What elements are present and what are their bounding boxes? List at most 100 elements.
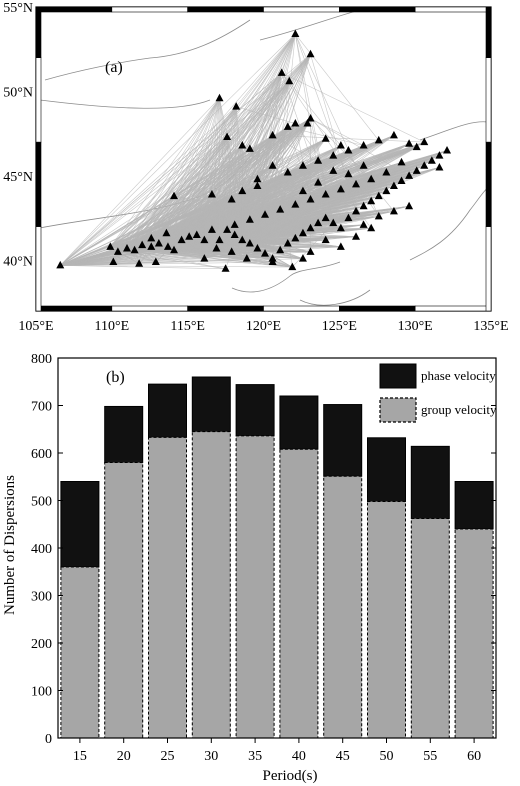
ray-path (231, 199, 251, 244)
ray-path (249, 200, 372, 244)
frame-bar-left (35, 57, 42, 143)
ray-path (60, 33, 296, 266)
ray-path (249, 81, 290, 244)
station-marker (314, 156, 323, 164)
station-marker (359, 201, 368, 210)
x-tick-label: 55 (423, 749, 437, 764)
group-velocity-bar (104, 462, 144, 739)
ray-path (241, 145, 251, 244)
ray-path (219, 98, 228, 230)
x-tick-label: 45 (336, 749, 350, 764)
station-marker (435, 151, 444, 159)
station-marker (389, 130, 398, 139)
frame-bar-top (339, 6, 416, 13)
ray-path (234, 135, 395, 236)
map-x-tick-label: 130°E (398, 319, 433, 334)
station-marker (200, 254, 209, 262)
map-y-tick-label: 40°N (3, 254, 33, 269)
phase-velocity-bar (191, 376, 231, 433)
y-tick-label: 400 (31, 542, 52, 557)
frame-bar-top (35, 6, 113, 13)
x-tick-label: 25 (161, 749, 175, 764)
station-marker (123, 244, 131, 252)
station-marker (367, 196, 376, 205)
ray-path (167, 246, 273, 259)
station-marker (227, 247, 236, 255)
station-marker (147, 242, 156, 250)
ray-path (249, 243, 341, 248)
chart-panel-label: (b) (106, 369, 125, 386)
group-velocity-bar (235, 435, 275, 739)
station-marker (298, 186, 307, 195)
ray-path (249, 189, 342, 244)
ray-path (134, 249, 293, 268)
coastline-4 (299, 289, 371, 306)
station-marker (135, 259, 144, 267)
station-marker (283, 168, 292, 176)
ray-path (117, 136, 228, 253)
ray-path (219, 54, 311, 241)
station-marker (154, 238, 163, 247)
ray-path (249, 165, 425, 244)
ray-path (211, 98, 220, 230)
station-marker (306, 113, 315, 122)
map-frame (35, 6, 492, 312)
ray-path (126, 248, 156, 263)
station-marker (321, 235, 330, 244)
phase-velocity-bar (104, 405, 144, 463)
ray-path (249, 195, 379, 244)
ray-path (196, 194, 213, 236)
legend-swatch-phase (379, 363, 417, 389)
station-marker (443, 146, 452, 154)
ray-path (219, 81, 290, 241)
frame-bar-bottom (414, 305, 492, 312)
station-marker (170, 191, 179, 200)
frame-bar-right (485, 6, 492, 58)
ray-path (60, 251, 118, 266)
station-marker (389, 181, 398, 190)
station-marker (405, 171, 414, 179)
phase-velocity-bar (279, 395, 319, 450)
ray-path (249, 204, 296, 244)
ray-path (249, 236, 357, 244)
frame-bar-bottom (111, 305, 188, 312)
station-marker (200, 235, 209, 244)
station-marker (382, 168, 391, 176)
ray-path (216, 243, 250, 249)
ray-path (249, 179, 372, 244)
group-velocity-bar (410, 518, 450, 739)
ray-path (60, 81, 290, 266)
y-tick-label: 800 (31, 352, 52, 367)
station-marker (221, 264, 230, 272)
ray-path (204, 243, 250, 259)
ray-path (151, 136, 228, 247)
ray-path (196, 234, 205, 259)
station-marker (298, 161, 307, 169)
map-tick-labels: 105°E 110°E 115°E 120°E 125°E 130°E 135°E 40°N 4… (3, 1, 508, 334)
station-marker (352, 179, 361, 188)
ray-path (167, 246, 217, 249)
coastline-7 (259, 9, 361, 41)
station-marker (223, 225, 232, 233)
ray-path (249, 160, 319, 244)
station-marker (185, 232, 194, 240)
ray-path (204, 145, 243, 241)
station-marker (215, 235, 224, 244)
ray-path (211, 194, 235, 236)
frame-bar-bottom (187, 305, 264, 312)
frame-bar-top (187, 6, 264, 13)
legend-swatch-group (379, 397, 417, 423)
station-marker (321, 134, 330, 142)
ray-paths-layer (60, 33, 448, 270)
station-marker (177, 235, 186, 244)
map-x-tick-label: 110°E (95, 319, 130, 334)
station-marker (268, 161, 277, 169)
ray-path (126, 98, 220, 249)
ray-path (60, 72, 282, 266)
ray-path (167, 246, 303, 259)
map-y-tick-label: 50°N (3, 85, 33, 100)
ray-path (249, 190, 387, 244)
ray-path (249, 243, 281, 251)
ray-path (150, 98, 220, 247)
